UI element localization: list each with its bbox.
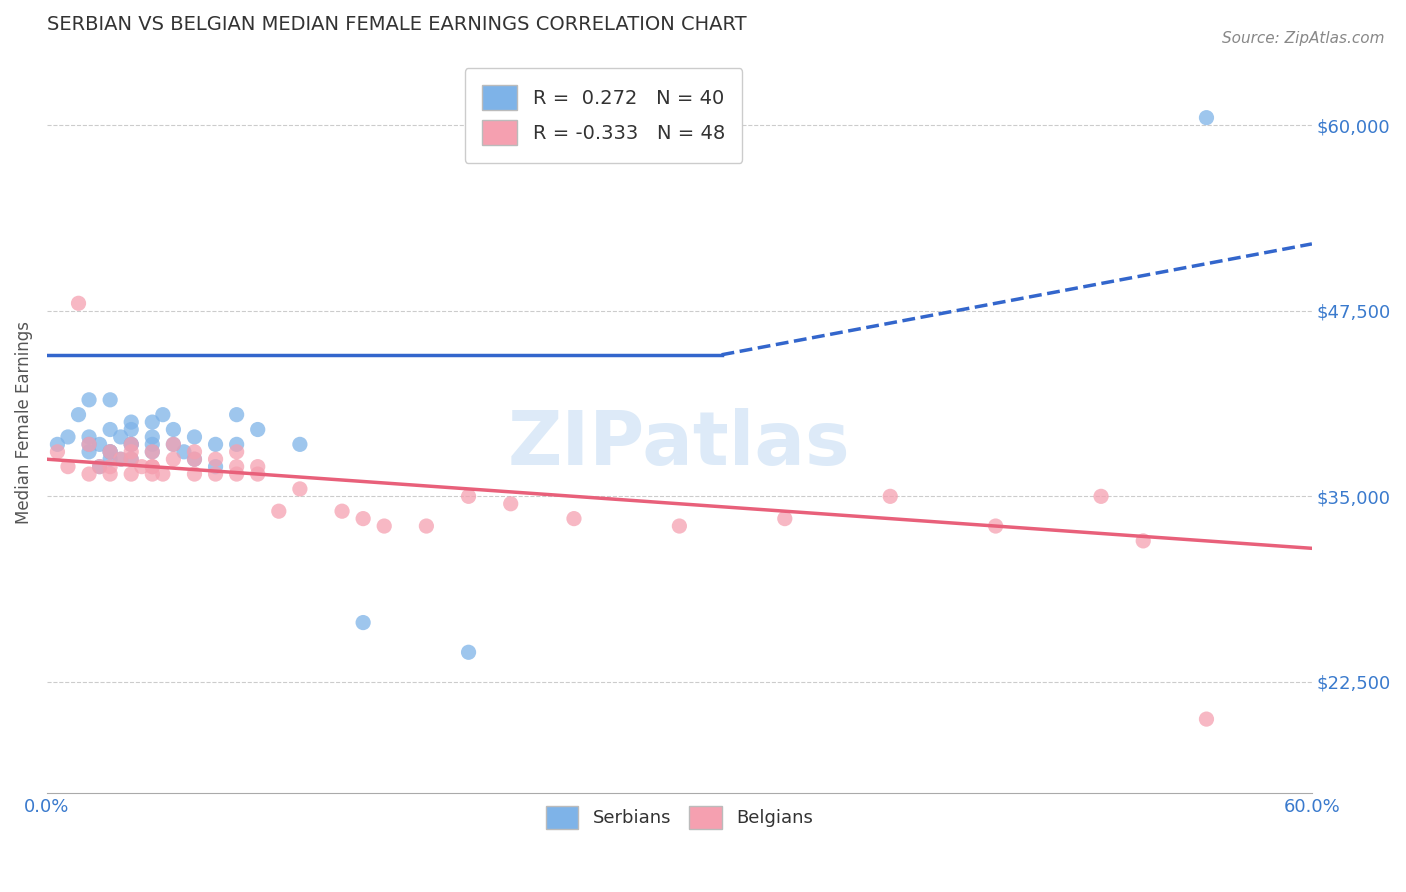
Point bbox=[225, 459, 247, 474]
Point bbox=[98, 444, 121, 458]
Point bbox=[773, 511, 796, 525]
Point bbox=[98, 423, 121, 437]
Point bbox=[246, 459, 269, 474]
Point bbox=[373, 519, 395, 533]
Point bbox=[77, 430, 100, 444]
Point bbox=[183, 452, 205, 467]
Point bbox=[98, 452, 121, 467]
Point bbox=[1132, 533, 1154, 548]
Point bbox=[98, 467, 121, 481]
Point bbox=[152, 467, 174, 481]
Point bbox=[183, 452, 205, 467]
Point bbox=[415, 519, 437, 533]
Point bbox=[141, 437, 163, 451]
Point bbox=[352, 511, 374, 525]
Point bbox=[98, 444, 121, 458]
Text: SERBIAN VS BELGIAN MEDIAN FEMALE EARNINGS CORRELATION CHART: SERBIAN VS BELGIAN MEDIAN FEMALE EARNING… bbox=[46, 15, 747, 34]
Point bbox=[288, 437, 311, 451]
Point bbox=[110, 452, 132, 467]
Point bbox=[267, 504, 290, 518]
Point bbox=[131, 459, 153, 474]
Point bbox=[141, 415, 163, 429]
Point bbox=[120, 415, 142, 429]
Point bbox=[225, 437, 247, 451]
Text: Source: ZipAtlas.com: Source: ZipAtlas.com bbox=[1222, 31, 1385, 46]
Point bbox=[141, 430, 163, 444]
Point bbox=[204, 437, 226, 451]
Point bbox=[120, 444, 142, 458]
Point bbox=[56, 459, 79, 474]
Point bbox=[162, 437, 184, 451]
Point bbox=[110, 430, 132, 444]
Point bbox=[246, 423, 269, 437]
Point bbox=[183, 430, 205, 444]
Point bbox=[120, 452, 142, 467]
Point bbox=[67, 408, 90, 422]
Point bbox=[77, 437, 100, 451]
Point bbox=[77, 444, 100, 458]
Point bbox=[204, 459, 226, 474]
Point bbox=[110, 452, 132, 467]
Point bbox=[141, 444, 163, 458]
Point bbox=[562, 511, 585, 525]
Point bbox=[288, 482, 311, 496]
Point bbox=[1195, 712, 1218, 726]
Point bbox=[120, 437, 142, 451]
Legend: Serbians, Belgians: Serbians, Belgians bbox=[538, 798, 820, 837]
Point bbox=[46, 444, 69, 458]
Point bbox=[98, 392, 121, 407]
Point bbox=[162, 423, 184, 437]
Point bbox=[162, 452, 184, 467]
Point bbox=[457, 489, 479, 503]
Point bbox=[183, 467, 205, 481]
Point bbox=[120, 467, 142, 481]
Point bbox=[67, 296, 90, 310]
Point bbox=[141, 444, 163, 458]
Point bbox=[141, 459, 163, 474]
Point bbox=[183, 444, 205, 458]
Point bbox=[120, 437, 142, 451]
Point bbox=[879, 489, 901, 503]
Point bbox=[56, 430, 79, 444]
Text: ZIPatlas: ZIPatlas bbox=[508, 408, 851, 481]
Point bbox=[225, 408, 247, 422]
Point bbox=[77, 437, 100, 451]
Point bbox=[152, 408, 174, 422]
Point bbox=[204, 467, 226, 481]
Point bbox=[89, 437, 111, 451]
Point bbox=[225, 444, 247, 458]
Point bbox=[89, 459, 111, 474]
Point bbox=[668, 519, 690, 533]
Point bbox=[141, 459, 163, 474]
Point bbox=[162, 437, 184, 451]
Point bbox=[120, 452, 142, 467]
Point bbox=[1090, 489, 1112, 503]
Point bbox=[1195, 111, 1218, 125]
Point bbox=[173, 444, 195, 458]
Point bbox=[77, 467, 100, 481]
Point bbox=[98, 459, 121, 474]
Point bbox=[457, 645, 479, 659]
Point bbox=[141, 467, 163, 481]
Point bbox=[204, 452, 226, 467]
Point bbox=[77, 392, 100, 407]
Point bbox=[499, 497, 522, 511]
Point bbox=[330, 504, 353, 518]
Point bbox=[984, 519, 1007, 533]
Point bbox=[120, 437, 142, 451]
Point bbox=[89, 459, 111, 474]
Y-axis label: Median Female Earnings: Median Female Earnings bbox=[15, 320, 32, 524]
Point bbox=[120, 423, 142, 437]
Point bbox=[246, 467, 269, 481]
Point bbox=[352, 615, 374, 630]
Point bbox=[98, 444, 121, 458]
Point bbox=[46, 437, 69, 451]
Point bbox=[225, 467, 247, 481]
